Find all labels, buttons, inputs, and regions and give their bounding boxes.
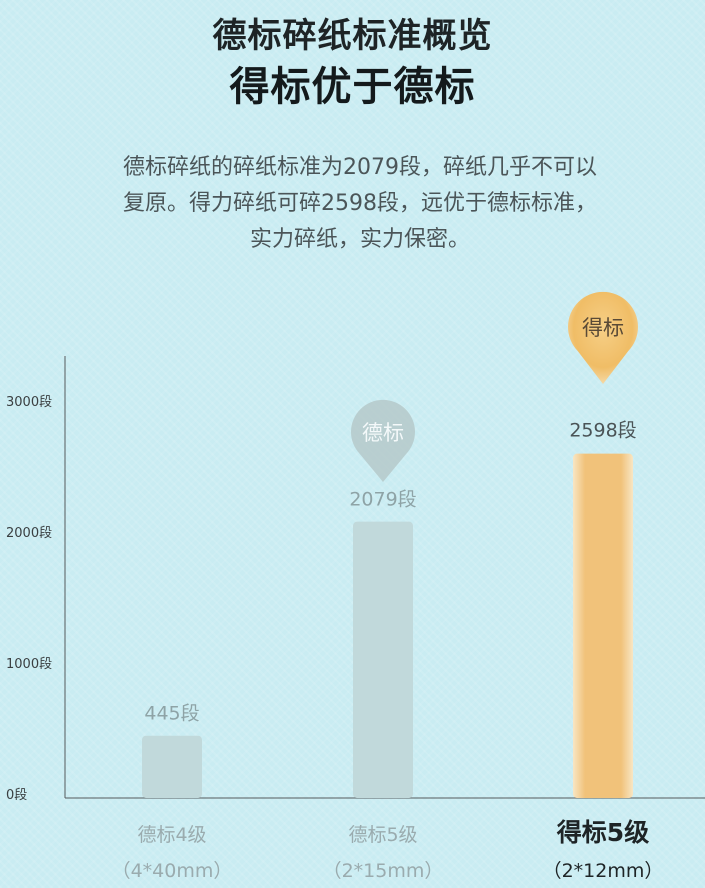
bar bbox=[353, 521, 413, 798]
bar bbox=[573, 453, 633, 798]
location-pin-icon: 得标 bbox=[568, 291, 639, 384]
description-paragraph: 德标碎纸的碎纸标准为2079段，碎纸几乎不可以 复原。得力碎纸可碎2598段，远… bbox=[80, 150, 640, 258]
category-label: 德标5级 bbox=[348, 824, 417, 846]
value-label: 2079段 bbox=[349, 489, 416, 511]
category-label: 得标5级 bbox=[556, 818, 649, 847]
location-pin-icon: 德标 bbox=[351, 399, 415, 482]
y-tick-label: 3000段 bbox=[6, 395, 52, 410]
category-sublabel: （2*12mm） bbox=[543, 860, 664, 882]
y-tick-label: 2000段 bbox=[6, 526, 52, 541]
y-tick-label: 1000段 bbox=[6, 657, 52, 672]
category-label: 德标4级 bbox=[137, 824, 206, 846]
category-sublabel: （4*40mm） bbox=[112, 860, 233, 882]
pin-label: 得标 bbox=[582, 316, 624, 340]
y-tick-label: 0段 bbox=[6, 788, 27, 803]
bar bbox=[142, 735, 202, 798]
value-label: 445段 bbox=[144, 703, 199, 725]
page-title: 德标碎纸标准概览 bbox=[212, 16, 493, 56]
pin-shape bbox=[568, 291, 639, 384]
description-line: 实力碎纸，实力保密。 bbox=[249, 227, 470, 252]
value-label: 2598段 bbox=[569, 420, 636, 442]
category-sublabel: （2*15mm） bbox=[323, 860, 444, 882]
page-subtitle: 得标优于德标 bbox=[229, 64, 476, 110]
description-line: 复原。得力碎纸可碎2598段，远优于德标标准， bbox=[123, 191, 597, 216]
pin-label: 德标 bbox=[362, 421, 404, 445]
description-line: 德标碎纸的碎纸标准为2079段，碎纸几乎不可以 bbox=[123, 155, 597, 180]
pin-shape bbox=[351, 399, 415, 482]
